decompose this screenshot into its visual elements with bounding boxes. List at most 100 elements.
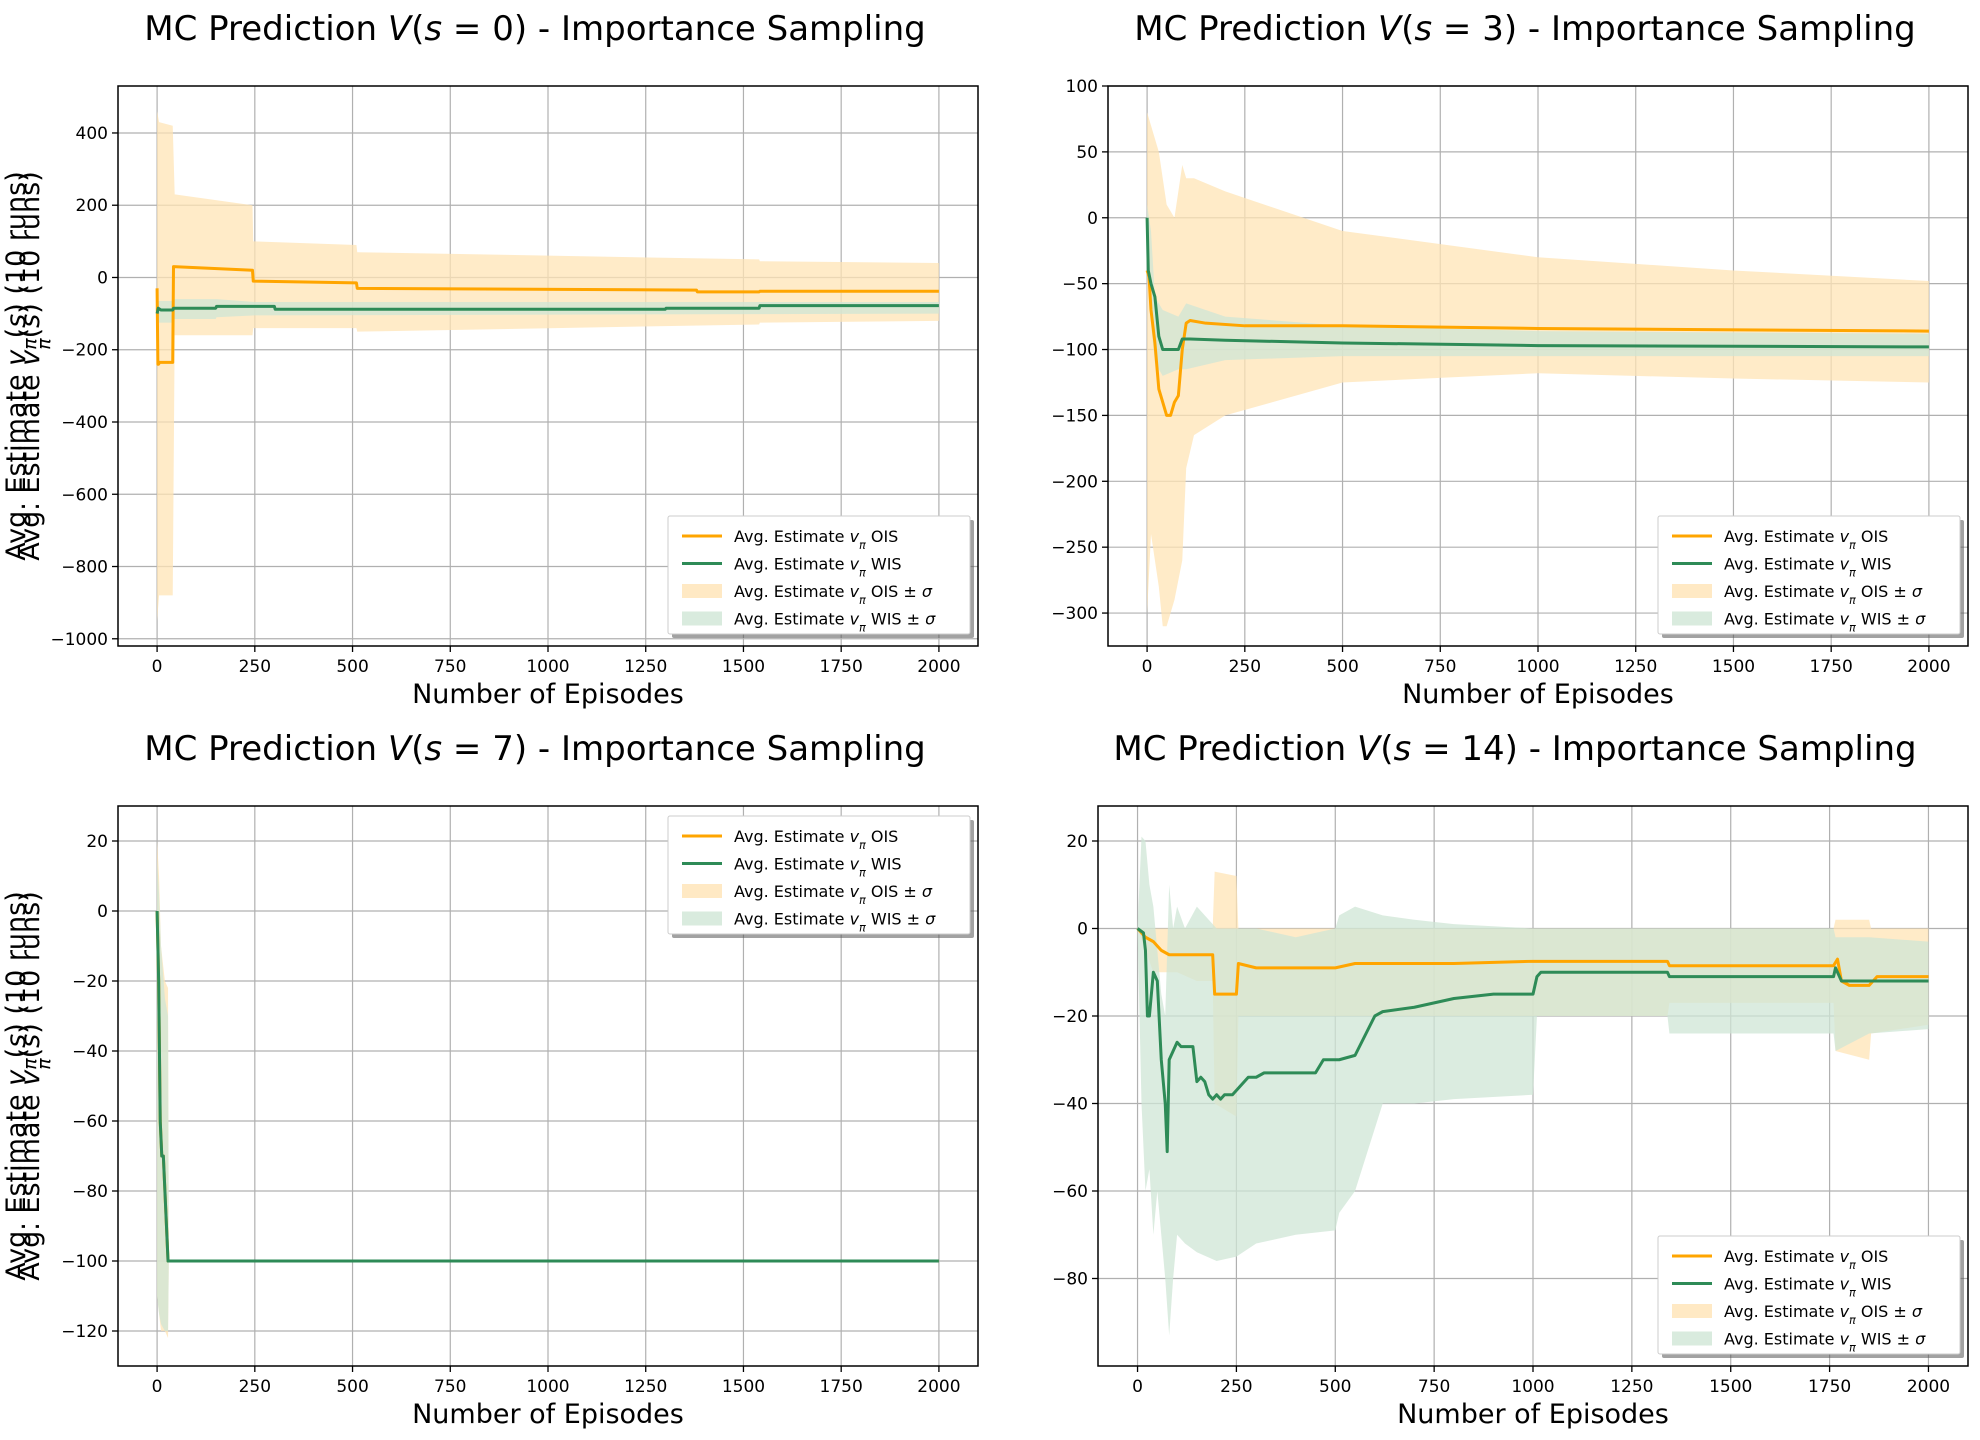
chart-title: MC Prediction V(s = 3) - Importance Samp…	[1134, 9, 1916, 49]
x-tick-label: 750	[1424, 657, 1456, 677]
plot-area	[1136, 836, 1929, 1336]
legend-entry-label: Avg. Estimate vπ WIS ± σ	[1724, 1330, 1926, 1355]
x-tick-label: 0	[1142, 657, 1153, 677]
y-tick-label: −100	[61, 1252, 108, 1272]
x-tick-label: 1000	[1516, 657, 1559, 677]
y-tick-label: −50	[1062, 275, 1098, 295]
y-tick-label: 100	[1066, 77, 1098, 97]
legend-box	[1657, 515, 1961, 635]
legend-entry-label: Avg. Estimate vπ OIS	[1724, 527, 1888, 552]
y-tick-label: −80	[1052, 1270, 1088, 1290]
series-line	[155, 265, 939, 366]
x-tick-label: 500	[1319, 1377, 1351, 1397]
x-tick-label: 1250	[1614, 657, 1657, 677]
legend-box	[667, 515, 971, 635]
x-tick-label: 250	[239, 1377, 271, 1397]
x-tick-label: 500	[1326, 657, 1358, 677]
legend-band-swatch	[1672, 1304, 1712, 1318]
legend-band-swatch	[1672, 611, 1712, 626]
grid	[118, 86, 978, 646]
legend: Avg. Estimate vπ OIS Avg. Estimate vπ WIS…	[1657, 1235, 1964, 1358]
x-tick-label: 2000	[917, 657, 960, 677]
x-tick-label: 750	[434, 1377, 466, 1397]
y-axis-label: Avg. Estimate vπ(s) (10 runs)	[1, 891, 41, 1281]
y-tick-label: −20	[72, 972, 108, 992]
x-tick-label: 1500	[1712, 657, 1755, 677]
x-tick-label: 0	[152, 657, 163, 677]
y-tick-label: −60	[1052, 1182, 1088, 1202]
x-tick-label: 500	[336, 1377, 368, 1397]
series-line	[1145, 270, 1929, 417]
y-tick-label: −300	[1051, 604, 1098, 624]
x-tick-label: 1500	[722, 657, 765, 677]
series-line	[1136, 927, 1929, 1154]
x-tick-label: 1000	[526, 1377, 569, 1397]
legend: Avg. Estimate vπ OIS Avg. Estimate vπ WIS…	[1657, 515, 1964, 638]
chart-title: MC Prediction V(s = 0) - Importance Samp…	[144, 9, 926, 49]
y-tick-label: 0	[97, 902, 108, 922]
y-tick-label: 0	[1077, 920, 1088, 940]
legend-entry-label: Avg. Estimate vπ WIS	[1724, 1275, 1892, 1300]
plot-area	[1145, 112, 1929, 627]
x-tick-label: 1250	[1610, 1377, 1653, 1397]
legend-box	[667, 815, 971, 935]
legend-entry-label: Avg. Estimate vπ OIS	[1724, 1247, 1888, 1272]
x-tick-label: 500	[336, 657, 368, 677]
y-tick-label: 50	[1076, 143, 1098, 163]
x-tick-label: 1000	[526, 657, 569, 677]
x-tick-label: 2000	[1907, 1377, 1950, 1397]
x-tick-label: 750	[434, 657, 466, 677]
x-axis-label: Number of Episodes	[412, 1399, 684, 1430]
legend-entry-label: Avg. Estimate vπ WIS ± σ	[734, 610, 936, 635]
legend-band-swatch	[682, 611, 722, 626]
x-axis-label: Number of Episodes	[1397, 1399, 1669, 1430]
y-tick-label: 20	[1066, 832, 1088, 852]
y-tick-label: 400	[76, 124, 108, 144]
y-tick-label: −200	[1051, 472, 1098, 492]
plot-area	[155, 111, 939, 621]
legend-entry-label: Avg. Estimate vπ WIS ± σ	[734, 910, 936, 935]
y-tick-label: 0	[1087, 209, 1098, 229]
legend-entry-label: Avg. Estimate vπ OIS ± σ	[1724, 1302, 1923, 1327]
plot-area	[155, 841, 939, 1338]
x-tick-label: 1750	[1808, 1377, 1851, 1397]
series-band	[1147, 112, 1929, 627]
x-tick-label: 1000	[1511, 1377, 1554, 1397]
y-tick-label: −1000	[50, 630, 108, 650]
y-tick-label: −150	[1051, 406, 1098, 426]
legend-entry-label: Avg. Estimate vπ WIS	[734, 555, 902, 580]
legend-entry-label: Avg. Estimate vπ OIS ± σ	[1724, 582, 1923, 607]
legend-band-swatch	[682, 884, 722, 898]
legend-band-swatch	[1672, 584, 1712, 598]
x-tick-label: 1250	[624, 1377, 667, 1397]
y-axis-label: Avg. Estimate vπ(s) (10 runs)	[1, 171, 41, 561]
x-tick-label: 1500	[722, 1377, 765, 1397]
legend: Avg. Estimate vπ OIS Avg. Estimate vπ WIS…	[667, 515, 974, 638]
series-line	[155, 304, 939, 314]
x-axis-label: Number of Episodes	[412, 679, 684, 710]
legend-entry-label: Avg. Estimate vπ OIS ± σ	[734, 882, 933, 907]
chart-title: MC Prediction V(s = 14) - Importance Sam…	[1113, 729, 1916, 769]
x-tick-label: 1250	[624, 657, 667, 677]
x-tick-label: 0	[152, 1377, 163, 1397]
y-tick-label: −600	[61, 485, 108, 505]
chart-panel-1: MC Prediction V(s = 3) - Importance Samp…	[15, 9, 1969, 710]
series-band	[157, 299, 939, 323]
y-tick-label: −100	[1051, 341, 1098, 361]
legend-band-swatch	[682, 911, 722, 926]
y-tick-label: −20	[1052, 1007, 1088, 1027]
x-tick-label: 750	[1418, 1377, 1450, 1397]
legend-entry-label: Avg. Estimate vπ OIS ± σ	[734, 582, 933, 607]
x-tick-label: 250	[1229, 657, 1261, 677]
x-tick-label: 1750	[1810, 657, 1853, 677]
series-band	[1147, 204, 1929, 376]
x-tick-label: 2000	[917, 1377, 960, 1397]
y-tick-label: 20	[86, 832, 108, 852]
x-tick-label: 250	[239, 657, 271, 677]
y-tick-label: −250	[1051, 538, 1098, 558]
legend-entry-label: Avg. Estimate vπ WIS ± σ	[1724, 610, 1926, 635]
x-tick-label: 1750	[820, 657, 863, 677]
y-tick-label: −400	[61, 413, 108, 433]
x-tick-label: 1500	[1709, 1377, 1752, 1397]
